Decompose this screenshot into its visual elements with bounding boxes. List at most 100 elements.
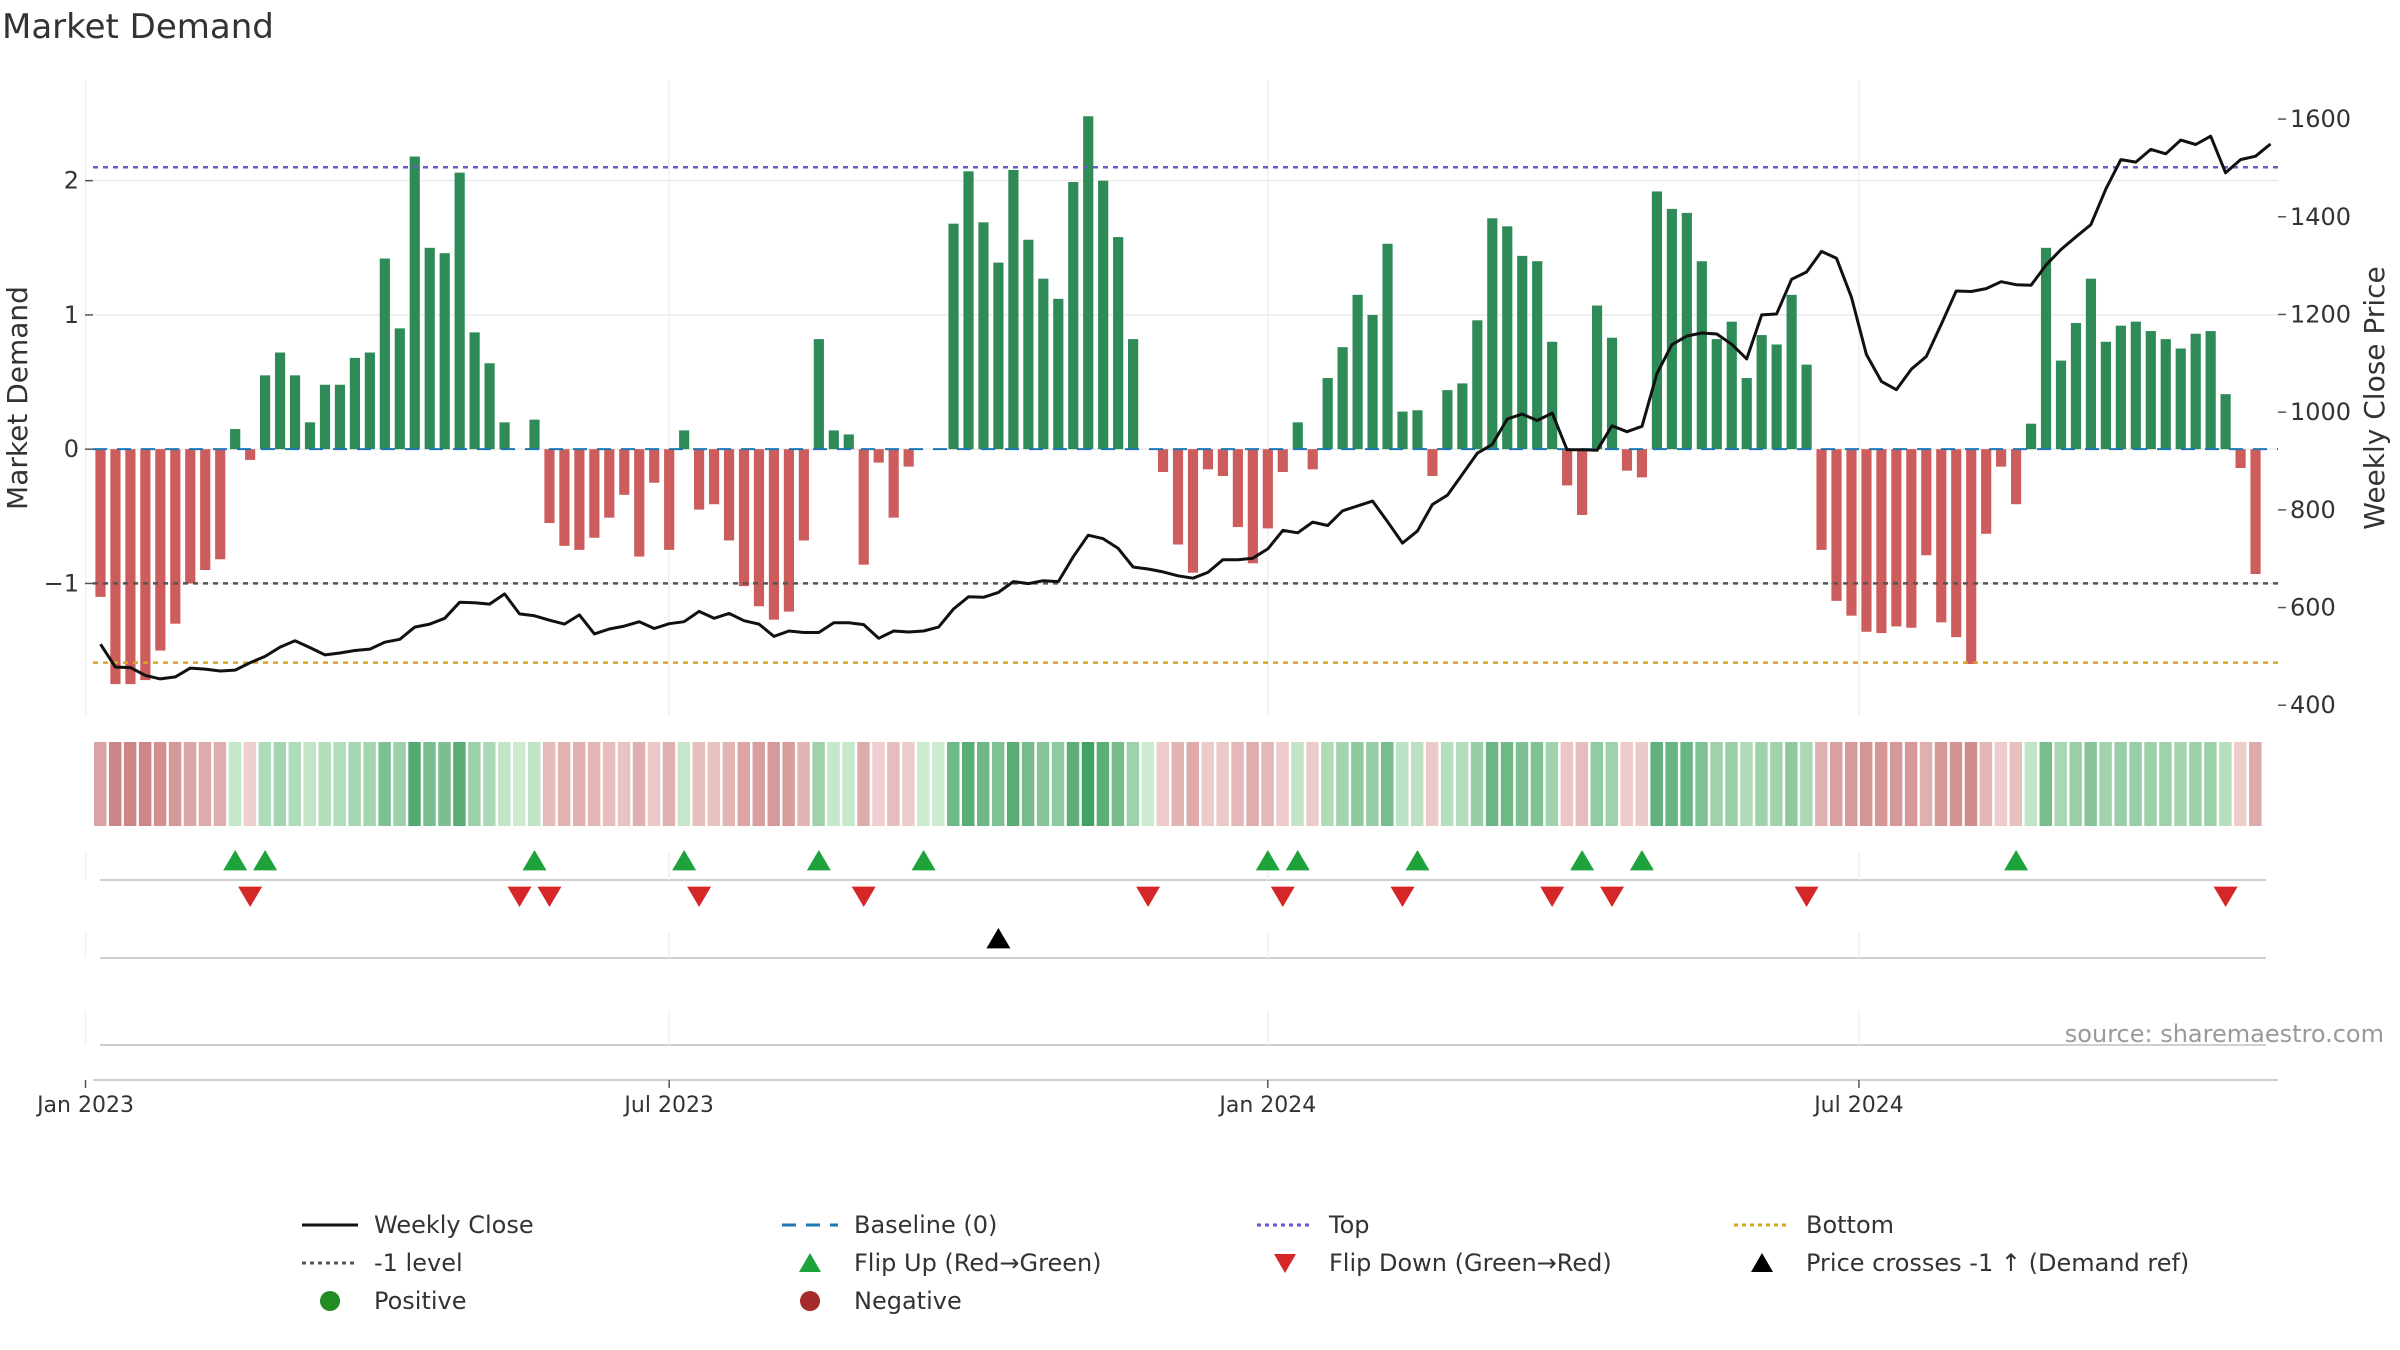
legend-negative: Negative xyxy=(780,1284,962,1318)
heat-cell xyxy=(991,742,1005,826)
heat-cell xyxy=(617,742,631,826)
y-left-tick-label: 2 xyxy=(64,167,79,195)
legend: Weekly Close Baseline (0) Top Bottom -1 … xyxy=(300,1208,2260,1328)
demand-bar xyxy=(993,262,1004,450)
demand-bar xyxy=(1113,237,1124,450)
demand-bar xyxy=(1397,411,1408,450)
legend-flip-up-label: Flip Up (Red→Green) xyxy=(854,1249,1102,1277)
demand-bar xyxy=(1502,226,1513,450)
demand-bar xyxy=(1382,243,1393,450)
demand-bar xyxy=(200,449,211,571)
price-cross-marker xyxy=(986,928,1011,949)
demand-bar xyxy=(2115,325,2126,450)
demand-bar xyxy=(1337,347,1348,450)
heat-cell xyxy=(453,742,466,826)
demand-bar xyxy=(1352,294,1363,450)
heat-cell xyxy=(138,742,152,826)
demand-bar xyxy=(2085,278,2097,450)
flip-down-marker xyxy=(851,886,876,907)
heat-cell xyxy=(947,742,960,826)
heat-cell xyxy=(498,742,511,826)
y-left-tick-label: 1 xyxy=(64,301,79,329)
heat-cell xyxy=(1410,742,1424,826)
demand-bar xyxy=(1547,341,1558,450)
flip-up-marker xyxy=(223,850,248,871)
heat-cell xyxy=(1096,742,1110,826)
flip-up-marker xyxy=(1255,850,1280,871)
demand-bar xyxy=(783,449,794,612)
demand-bar xyxy=(1771,344,1782,450)
demand-bar xyxy=(873,449,884,463)
heat-cell xyxy=(258,742,272,826)
heat-cell xyxy=(602,742,616,826)
heat-cell xyxy=(1291,742,1304,826)
heat-cell xyxy=(1126,742,1140,826)
flip-down-marker xyxy=(507,886,532,907)
flip-down-marker xyxy=(1540,886,1565,907)
heat-cell xyxy=(1455,742,1469,826)
demand-bar xyxy=(2130,321,2141,450)
heat-cell xyxy=(1051,742,1065,826)
heat-cell xyxy=(1665,742,1678,826)
heat-cell xyxy=(722,742,736,826)
heat-cell xyxy=(183,742,197,826)
demand-bar xyxy=(2160,339,2171,450)
demand-bar xyxy=(1038,278,1049,450)
demand-bar xyxy=(1457,383,1468,450)
legend-negative-label: Negative xyxy=(854,1287,962,1315)
legend-weekly-close: Weekly Close xyxy=(300,1208,534,1242)
heat-cell xyxy=(1740,742,1753,826)
heat-cell xyxy=(2084,742,2097,826)
demand-bar xyxy=(1472,320,1483,450)
demand-bar xyxy=(1891,449,1902,627)
heat-cell xyxy=(1276,742,1289,826)
demand-bar xyxy=(1247,449,1258,564)
legend-flip-down-label: Flip Down (Green→Red) xyxy=(1329,1249,1612,1277)
heat-cell xyxy=(1680,742,1693,826)
heat-cell xyxy=(2054,742,2067,826)
demand-bar xyxy=(349,357,360,450)
flip-down-marker xyxy=(537,886,562,907)
demand-bar xyxy=(544,449,555,524)
demand-bar xyxy=(978,222,989,450)
heat-cell xyxy=(513,742,526,826)
flip-down-marker xyxy=(1390,886,1415,907)
heat-cell xyxy=(1515,742,1529,826)
demand-bar xyxy=(1277,449,1288,473)
demand-bar xyxy=(439,253,450,450)
heat-cell xyxy=(1186,742,1199,826)
heat-cell xyxy=(1830,742,1843,826)
y-right-tick-label: 1600 xyxy=(2290,105,2351,133)
heat-cell xyxy=(1889,742,1903,826)
demand-bar xyxy=(1292,422,1303,450)
demand-bar xyxy=(1562,449,1573,486)
heat-cell xyxy=(273,742,287,826)
heat-cell xyxy=(1351,742,1364,826)
demand-bar xyxy=(1951,449,1962,638)
flip-down-marker xyxy=(238,886,263,907)
heat-cell xyxy=(153,742,167,826)
demand-bar xyxy=(574,449,585,550)
heat-cell xyxy=(168,742,182,826)
heat-cell xyxy=(468,742,481,826)
x-tick-label: Jul 2024 xyxy=(1812,1093,1904,1118)
demand-bar xyxy=(619,449,630,495)
heat-cell xyxy=(1785,742,1798,826)
heat-cell xyxy=(557,742,571,826)
heat-cell xyxy=(962,742,975,826)
heat-cell xyxy=(1111,742,1125,826)
demand-bar xyxy=(1966,449,1977,664)
demand-bar xyxy=(1936,449,1947,623)
flip-up-marker xyxy=(1405,850,1430,871)
demand-bar xyxy=(679,430,690,450)
demand-bar xyxy=(2040,247,2052,450)
heat-cell xyxy=(1336,742,1349,826)
demand-bar xyxy=(1157,449,1169,473)
demand-bar xyxy=(379,258,390,450)
heat-cell xyxy=(1381,742,1394,826)
heat-cell xyxy=(198,742,212,826)
y-axis-label-left: Market Demand xyxy=(1,286,34,510)
demand-bar xyxy=(1532,261,1543,450)
demand-bar xyxy=(1128,339,1139,450)
